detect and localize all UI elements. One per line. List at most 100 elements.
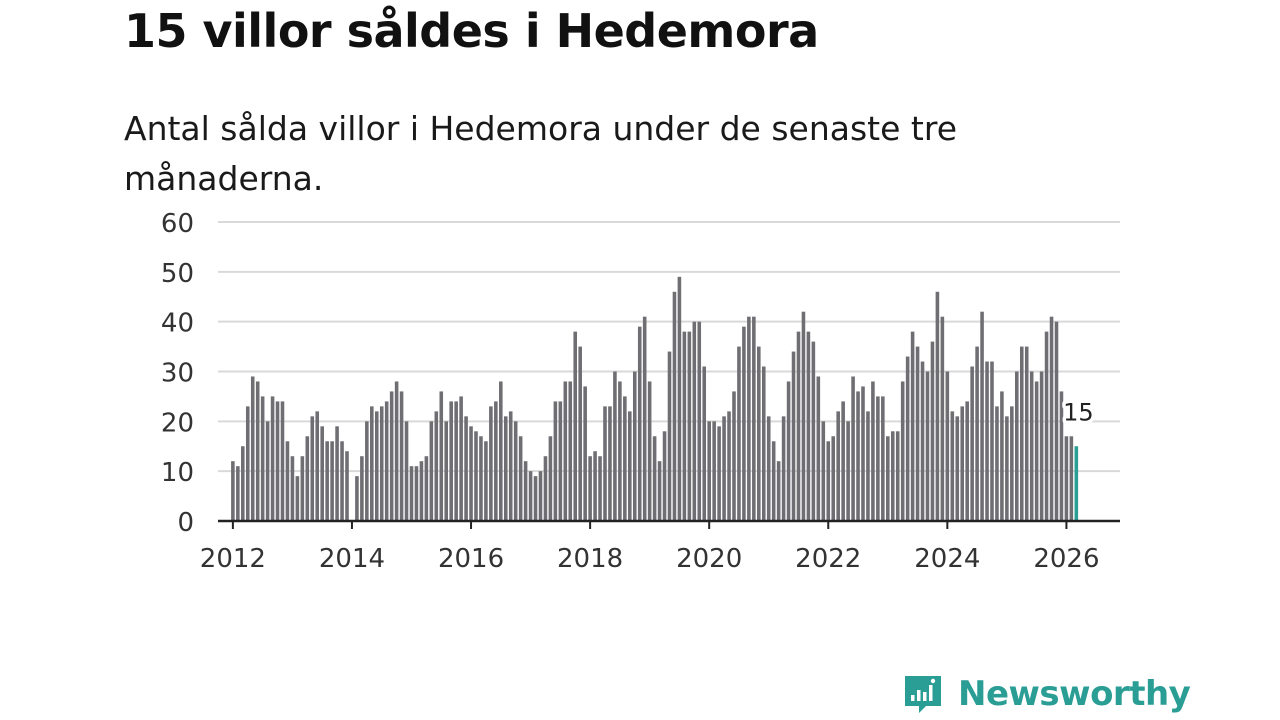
bar [1059,391,1064,521]
bar [434,411,439,521]
bar [320,426,324,521]
bar [851,376,855,521]
bars [231,276,1079,521]
bar [613,371,617,521]
bar [712,421,716,521]
bar-chart: 0 10 20 30 40 50 60 2012 2014 2016 2018 2020 2022 202… [161,209,1120,574]
bar [241,446,245,521]
bar [757,346,761,521]
bar [608,406,612,521]
bar [394,381,399,521]
bar [355,476,359,521]
chart-bubble-icon [905,676,941,713]
bar [831,436,836,521]
bar [1049,316,1054,521]
bar [548,436,553,521]
bar [340,441,344,521]
bar [265,421,270,521]
x-tick-label: 2024 [914,544,980,574]
bar-highlight [1074,446,1079,521]
bar [950,411,955,521]
brand-name: Newsworthy [958,674,1191,714]
bar [310,416,315,521]
bar [1024,346,1029,521]
bar [707,421,711,521]
bar [370,406,374,521]
bar [1039,371,1044,521]
x-tick-label: 2026 [1033,544,1099,574]
bar [667,351,672,521]
bar [588,456,592,521]
bar [955,416,960,521]
bar [687,331,692,521]
bar [523,461,528,521]
bar [776,461,781,521]
bar [414,466,419,521]
y-tick-label: 30 [161,359,194,389]
x-tick-label: 2016 [438,544,504,574]
bar [231,461,235,521]
bar [305,436,310,521]
bar [399,391,404,521]
bar [811,341,816,521]
bar [573,331,578,521]
bar [533,476,538,521]
labels: 0 10 20 30 40 50 60 2012 2014 2016 2018 2020 2022 202… [161,209,1100,574]
bar [275,401,280,521]
bar [995,406,999,521]
bar [632,371,637,521]
bar [439,391,444,521]
bar [578,346,582,521]
bar [816,376,821,521]
bar [771,441,776,521]
bar [881,396,885,521]
bar [245,406,250,521]
bar [742,326,746,521]
bar [553,401,558,521]
bar [796,331,801,521]
bar [652,436,657,521]
bar [255,381,260,521]
bar [1019,346,1024,521]
bar [1010,406,1014,521]
bar [965,401,969,521]
bar [250,376,255,521]
bar [642,316,647,521]
bar [236,466,240,521]
bar [672,291,677,521]
bar [623,396,627,521]
bar [454,401,458,521]
bar [856,391,860,521]
axes [218,519,1120,529]
newsworthy-logo: Newsworthy [902,670,1191,718]
bar [841,401,845,521]
bar [325,441,329,521]
x-tick-label: 2014 [319,544,385,574]
y-tick-label: 10 [161,458,194,488]
bar [290,456,295,521]
x-tick-label: 2018 [557,544,623,574]
bar [384,401,389,521]
bar [935,291,940,521]
bar [1044,331,1049,521]
bar [330,441,334,521]
bar [513,421,518,521]
bar [503,416,508,521]
bar [429,421,434,521]
bar [900,381,905,521]
bar [593,451,597,521]
bar [821,421,826,521]
bar [538,471,543,521]
bar [910,331,915,521]
bar [365,421,369,521]
bar [603,406,607,521]
bar [315,411,320,521]
bar [930,341,935,521]
bar [1000,391,1004,521]
bar [766,416,771,521]
bar [866,411,870,521]
bar [975,346,979,521]
bar [389,391,394,521]
bar [360,456,364,521]
bar [727,411,731,521]
